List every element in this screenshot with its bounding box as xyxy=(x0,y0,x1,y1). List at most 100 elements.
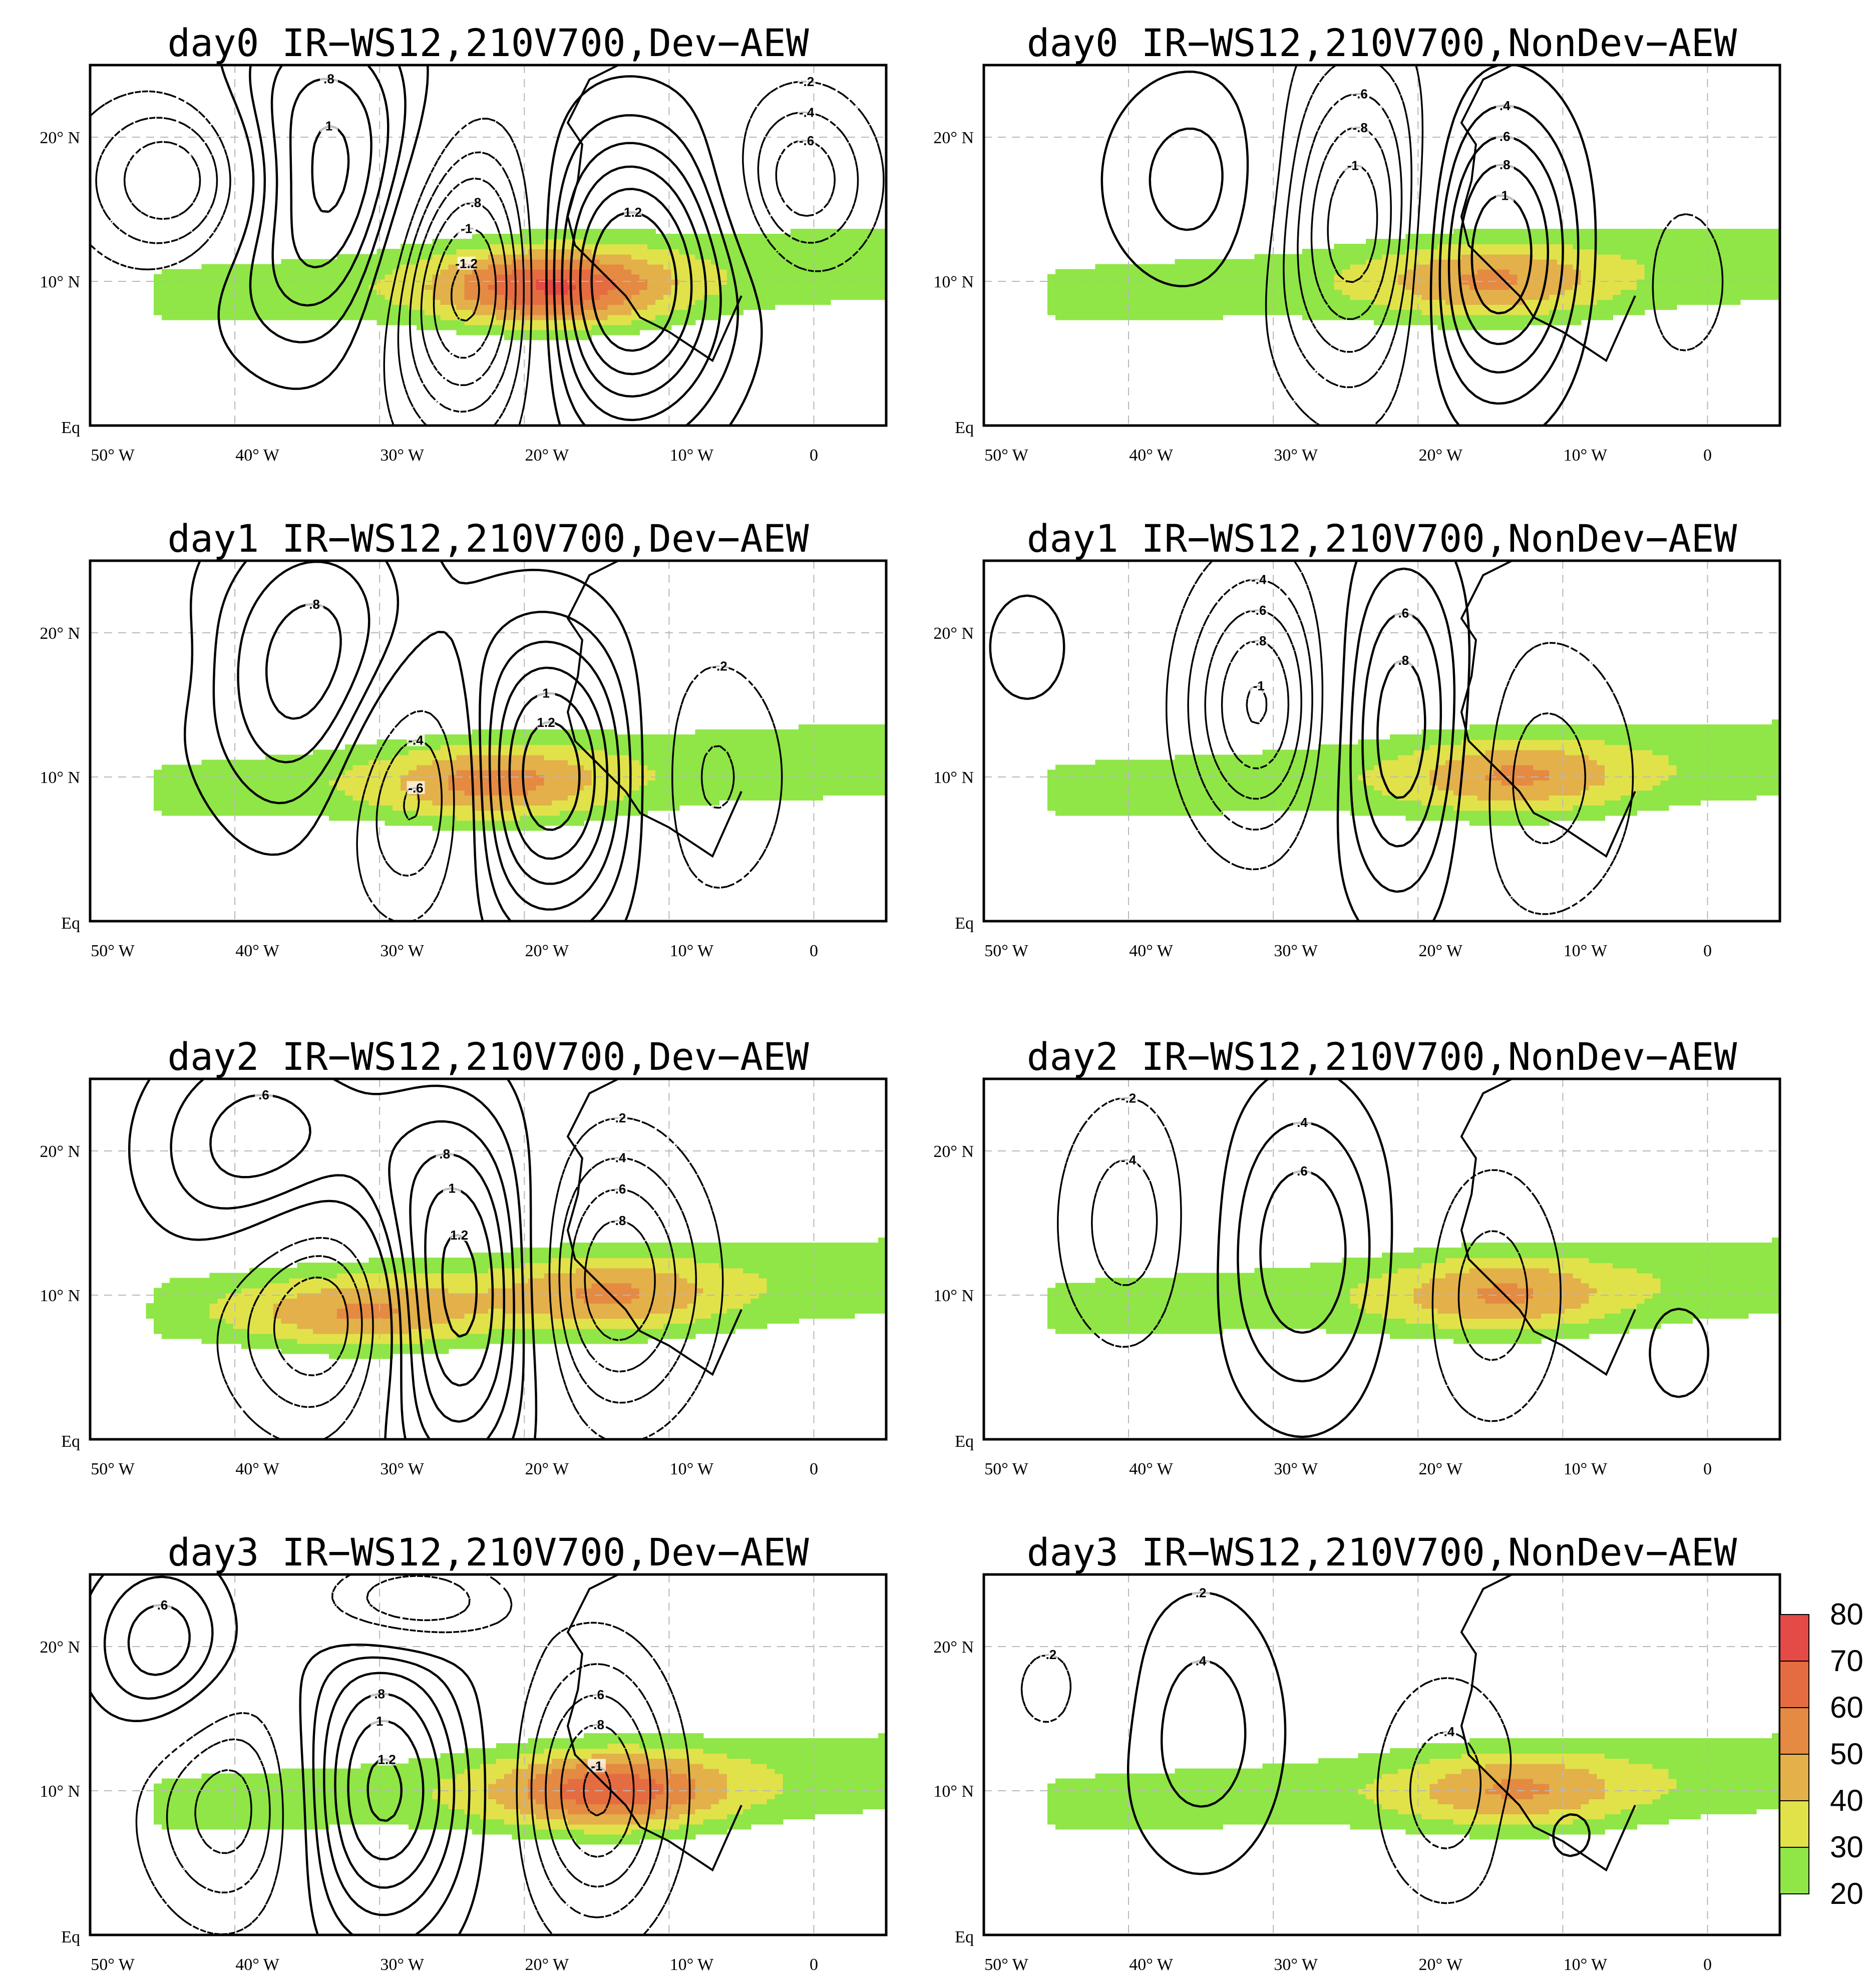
contour-.2 xyxy=(989,561,1471,921)
contour--.2 xyxy=(135,1574,691,1935)
x-tick-label: 20° W xyxy=(1418,942,1462,960)
x-tick-label: 0 xyxy=(1703,1460,1712,1478)
contour-label: .8 xyxy=(323,72,334,87)
coastline xyxy=(1460,1079,1636,1376)
contour-label: -.8 xyxy=(1251,633,1266,648)
contour--.4 xyxy=(1091,1159,1529,1361)
x-tick-label: 50° W xyxy=(91,446,135,465)
panel-frame xyxy=(89,1573,888,1936)
y-tick-label: 10° N xyxy=(40,1287,80,1305)
v700-contours: .6 .8 -.4 -.6 -.8 -1 xyxy=(989,561,1634,921)
v700-contours: .8 1 1.2 -.2 -.4 -.6 -.8 -1 -1.2 xyxy=(90,65,885,426)
coastline xyxy=(566,1574,742,1872)
contour--.6 xyxy=(1204,609,1302,800)
gridlines xyxy=(984,561,1780,921)
contour--.6 xyxy=(273,1188,676,1376)
contour-label: -1.2 xyxy=(455,256,478,271)
contour-.2 xyxy=(128,1079,538,1439)
x-tick-label: 40° W xyxy=(235,942,279,960)
x-tick-label: 10° W xyxy=(670,446,714,465)
gridlines xyxy=(984,1574,1780,1935)
colorbar-swatch xyxy=(1779,1754,1809,1801)
y-tick-label: 10° N xyxy=(933,768,974,787)
contour-.8 xyxy=(289,78,707,398)
contour-label: 1.2 xyxy=(624,205,642,220)
x-tick-label: 50° W xyxy=(984,1955,1028,1974)
contour-label: -.4 xyxy=(408,732,424,747)
x-tick-label: 30° W xyxy=(1274,1460,1318,1478)
colorbar-label: 20 xyxy=(1830,1877,1863,1910)
contour-.2 xyxy=(1100,65,1597,426)
contour-.6 xyxy=(1259,1169,1347,1334)
panel-d2non: day2 IR−WS12,210V700,NonDev−AEW .4 .6 -.2 -.… xyxy=(933,1034,1781,1478)
contour-label: -.6 xyxy=(589,1687,604,1702)
x-tick-label: 10° W xyxy=(1564,1460,1608,1478)
y-tick-label: 20° N xyxy=(40,1142,80,1161)
x-tick-label: 0 xyxy=(1703,1955,1712,1974)
y-tick-label: 20° N xyxy=(40,1638,80,1657)
x-tick-label: 40° W xyxy=(235,446,279,465)
contour-label: .8 xyxy=(1398,653,1409,668)
contour-label: .8 xyxy=(374,1687,385,1702)
x-tick-label: 0 xyxy=(1703,942,1712,960)
x-tick-label: 10° W xyxy=(1564,446,1608,465)
y-tick-label: 10° N xyxy=(40,768,80,787)
contour--.4 xyxy=(166,1575,668,1918)
x-tick-label: 30° W xyxy=(1274,446,1318,465)
x-tick-label: 20° W xyxy=(525,942,569,960)
colorbar-label: 70 xyxy=(1830,1644,1863,1678)
contour--.2 xyxy=(1020,1654,1512,1904)
colorbar-swatch xyxy=(1779,1614,1809,1662)
panel-title: day0 IR−WS12,210V700,Dev−AEW xyxy=(167,21,809,65)
contour-label: -.2 xyxy=(1121,1090,1136,1105)
panel-d0dev: day0 IR−WS12,210V700,Dev−AEW .8 1 1.2 -.2 -.4… xyxy=(40,21,888,465)
panel-d3dev: day3 IR−WS12,210V700,Dev−AEW .6 .8 1 1.2 -.6 -… xyxy=(40,1530,888,1974)
x-tick-label: 40° W xyxy=(1129,446,1173,465)
y-tick-label: 10° N xyxy=(933,1287,974,1305)
contour-label: -.4 xyxy=(1439,1724,1455,1739)
contour-label: -.2 xyxy=(1041,1647,1056,1662)
v700-contours: .8 1 1.2 -.2 -.4 -.6 xyxy=(183,561,783,921)
contour-label: -1 xyxy=(461,221,472,236)
x-tick-label: 10° W xyxy=(670,1955,714,1974)
coastline xyxy=(566,1079,742,1376)
x-tick-label: 50° W xyxy=(984,1460,1028,1478)
x-tick-label: 30° W xyxy=(380,1460,424,1478)
x-tick-label: 10° W xyxy=(1564,1955,1608,1974)
contour--.2 xyxy=(216,1117,724,1439)
v700-contours: .4 .6 -.2 -.4 xyxy=(1057,1079,1709,1438)
x-tick-label: 50° W xyxy=(91,1955,135,1974)
contour-label: .4 xyxy=(1297,1115,1308,1130)
contour-label: -.4 xyxy=(799,105,815,120)
contour-label: .2 xyxy=(1196,1585,1207,1600)
y-tick-label: Eq xyxy=(61,914,80,933)
colorbar-swatch xyxy=(1779,1661,1809,1708)
contour--.6 xyxy=(123,140,836,413)
ir-shading xyxy=(154,228,886,340)
y-tick-label: Eq xyxy=(955,419,974,437)
contour-label: -.6 xyxy=(1352,87,1367,102)
panel-title: day2 IR−WS12,210V700,NonDev−AEW xyxy=(1027,1034,1737,1079)
contour-.4 xyxy=(212,561,632,921)
panel-title: day3 IR−WS12,210V700,NonDev−AEW xyxy=(1027,1530,1737,1574)
contour-.2 xyxy=(1127,1592,1591,1875)
coastline xyxy=(566,561,742,858)
panel-title: day2 IR−WS12,210V700,Dev−AEW xyxy=(167,1034,809,1079)
contour-.4 xyxy=(1237,1121,1371,1383)
x-tick-label: 30° W xyxy=(1274,942,1318,960)
ir-shading xyxy=(146,1237,886,1359)
x-tick-label: 50° W xyxy=(984,446,1028,465)
panel-frame xyxy=(982,559,1781,923)
contour-label: .4 xyxy=(1500,98,1511,113)
contour-1.2 xyxy=(590,211,677,352)
x-tick-label: 0 xyxy=(810,942,818,960)
contour--.8 xyxy=(1221,640,1290,769)
contour-label: .6 xyxy=(1398,605,1409,620)
y-tick-label: Eq xyxy=(61,1432,80,1451)
contour--.2 xyxy=(1166,561,1634,915)
x-tick-label: 10° W xyxy=(670,1460,714,1478)
contour--.2 xyxy=(1057,1097,1562,1422)
x-tick-label: 30° W xyxy=(380,942,424,960)
contour-label: .8 xyxy=(309,597,320,612)
x-tick-label: 50° W xyxy=(91,1460,135,1478)
